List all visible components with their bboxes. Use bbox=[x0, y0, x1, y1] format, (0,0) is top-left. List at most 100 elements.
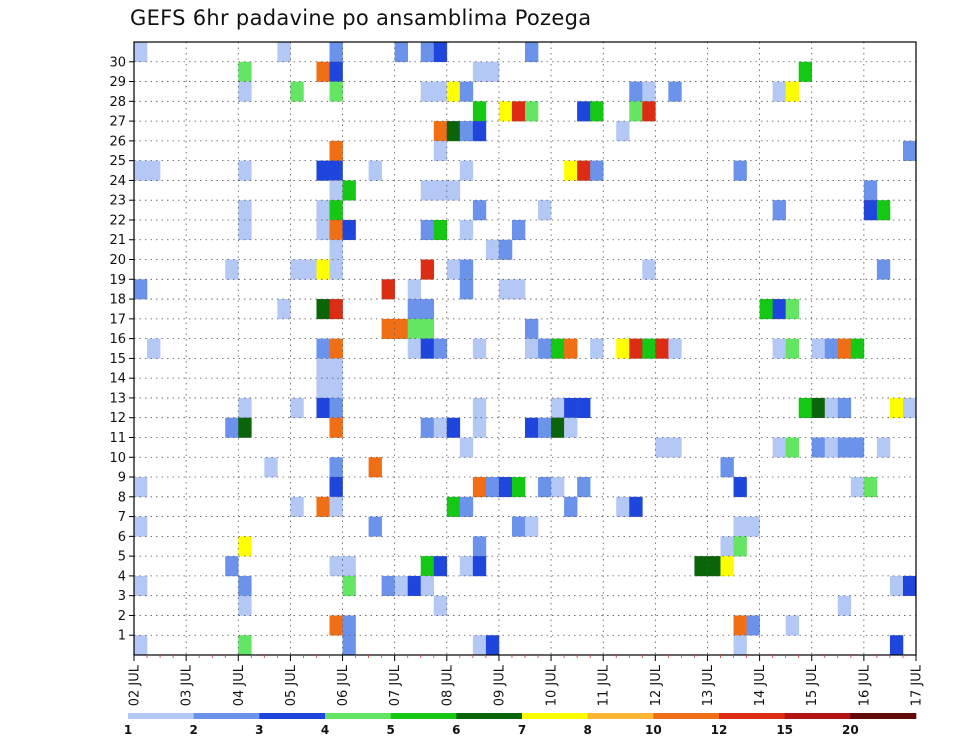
y-tick-label: 20 bbox=[109, 253, 126, 268]
heatmap-cell bbox=[889, 635, 904, 656]
heatmap-cell bbox=[329, 417, 343, 438]
colorbar-label: 1 bbox=[124, 723, 132, 737]
heatmap-cell bbox=[407, 575, 422, 596]
heatmap-cell bbox=[525, 417, 539, 438]
heatmap-cell bbox=[863, 477, 878, 498]
heatmap-cell bbox=[446, 259, 461, 280]
heatmap-cell bbox=[134, 279, 148, 300]
heatmap-cell bbox=[225, 417, 239, 438]
heatmap-cell bbox=[564, 397, 578, 419]
y-tick-label: 8 bbox=[118, 490, 126, 505]
heatmap-cell bbox=[837, 595, 852, 616]
heatmap-cell bbox=[772, 200, 786, 221]
heatmap-cell bbox=[694, 556, 708, 577]
heatmap-cell bbox=[290, 259, 304, 280]
heatmap-cell bbox=[785, 437, 799, 458]
heatmap-cell bbox=[420, 556, 435, 577]
heatmap-cell bbox=[238, 61, 252, 82]
heatmap-cell bbox=[720, 556, 734, 577]
heatmap-cell bbox=[134, 477, 148, 498]
heatmap-cell bbox=[459, 496, 474, 517]
heatmap-cell bbox=[525, 101, 539, 122]
colorbar-label: 4 bbox=[321, 723, 329, 737]
heatmap-cell bbox=[772, 338, 786, 359]
heatmap-cell bbox=[525, 318, 539, 339]
heatmap-cell bbox=[629, 81, 643, 102]
heatmap-cell bbox=[342, 575, 356, 596]
heatmap-cell bbox=[329, 61, 343, 82]
heatmap-cell bbox=[472, 536, 487, 557]
heatmap-cell bbox=[368, 516, 382, 537]
heatmap-cell bbox=[316, 61, 330, 82]
heatmap-cell bbox=[850, 477, 865, 498]
heatmap-cell bbox=[850, 437, 865, 458]
heatmap-cell bbox=[433, 121, 448, 142]
heatmap-cell bbox=[329, 219, 343, 241]
heatmap-cell bbox=[316, 358, 330, 379]
heatmap-cell bbox=[577, 160, 591, 181]
heatmap-cell bbox=[577, 101, 591, 122]
heatmap-cell bbox=[238, 595, 252, 616]
heatmap-cell bbox=[642, 338, 656, 359]
heatmap-cell bbox=[342, 219, 356, 241]
heatmap-cell bbox=[225, 259, 239, 280]
heatmap-cell bbox=[433, 81, 448, 102]
colorbar-swatch bbox=[850, 713, 917, 719]
heatmap-cell bbox=[889, 397, 904, 419]
heatmap-cell bbox=[290, 81, 304, 102]
heatmap-cell bbox=[564, 496, 578, 517]
heatmap-cell bbox=[342, 180, 356, 201]
colorbar-label: 2 bbox=[189, 723, 197, 737]
x-tick-label: 06 JUL bbox=[336, 664, 351, 706]
y-tick-label: 21 bbox=[109, 233, 126, 248]
heatmap-cell bbox=[485, 477, 500, 498]
heatmap-cell bbox=[498, 279, 513, 300]
heatmap-cell bbox=[368, 457, 382, 478]
heatmap-cell bbox=[264, 457, 278, 478]
y-axis-ticks: 1234567891011121314151617181920212223242… bbox=[109, 55, 134, 644]
heatmap-cell bbox=[811, 437, 826, 458]
y-tick-label: 1 bbox=[118, 629, 126, 644]
heatmap-cell bbox=[433, 338, 448, 359]
colorbar-label: 12 bbox=[711, 723, 728, 737]
x-tick-label: 09 JUL bbox=[492, 664, 507, 706]
heatmap-cell bbox=[238, 81, 252, 102]
x-tick-label: 16 JUL bbox=[857, 664, 872, 706]
heatmap-cell bbox=[420, 338, 435, 359]
heatmap-cell bbox=[498, 239, 513, 260]
heatmap-cell bbox=[420, 42, 435, 63]
heatmap-cell bbox=[733, 160, 747, 181]
heatmap-cell bbox=[863, 180, 878, 201]
x-axis-ticks: 02 JUL 03 JUL 04 JUL 05 JUL 06 JUL 07 JUL 08 J… bbox=[128, 655, 925, 706]
heatmap-cell bbox=[459, 160, 474, 181]
x-tick-label: 04 JUL bbox=[232, 664, 247, 706]
x-tick-label: 03 JUL bbox=[180, 664, 195, 706]
heatmap-cell bbox=[134, 160, 148, 181]
y-tick-label: 3 bbox=[118, 589, 126, 604]
heatmap-cell bbox=[538, 200, 552, 221]
heatmap-cell bbox=[525, 516, 539, 537]
heatmap-cell bbox=[772, 299, 786, 320]
heatmap-cell bbox=[889, 575, 904, 596]
heatmap-cell bbox=[316, 259, 330, 280]
heatmap-cell bbox=[329, 140, 343, 161]
heatmap-cell bbox=[446, 81, 461, 102]
heatmap-cell bbox=[472, 556, 487, 577]
heatmap-cell bbox=[420, 219, 435, 241]
heatmap-cell bbox=[316, 496, 330, 517]
x-tick-label: 11 JUL bbox=[597, 664, 612, 706]
heatmap-cell bbox=[551, 397, 565, 419]
x-tick-label: 15 JUL bbox=[805, 664, 820, 706]
y-tick-label: 11 bbox=[109, 431, 126, 446]
heatmap-cell bbox=[759, 299, 773, 320]
heatmap-cell bbox=[329, 338, 343, 359]
heatmap-cell bbox=[772, 437, 786, 458]
heatmap-cell bbox=[733, 615, 747, 636]
colorbar-swatch bbox=[325, 713, 391, 719]
heatmap-cell bbox=[134, 635, 148, 656]
heatmap-cell bbox=[655, 338, 669, 359]
heatmap-cell bbox=[577, 477, 591, 498]
heatmap-cell bbox=[785, 299, 799, 320]
x-tick-label: 05 JUL bbox=[284, 664, 299, 706]
heatmap-cell bbox=[642, 81, 656, 102]
